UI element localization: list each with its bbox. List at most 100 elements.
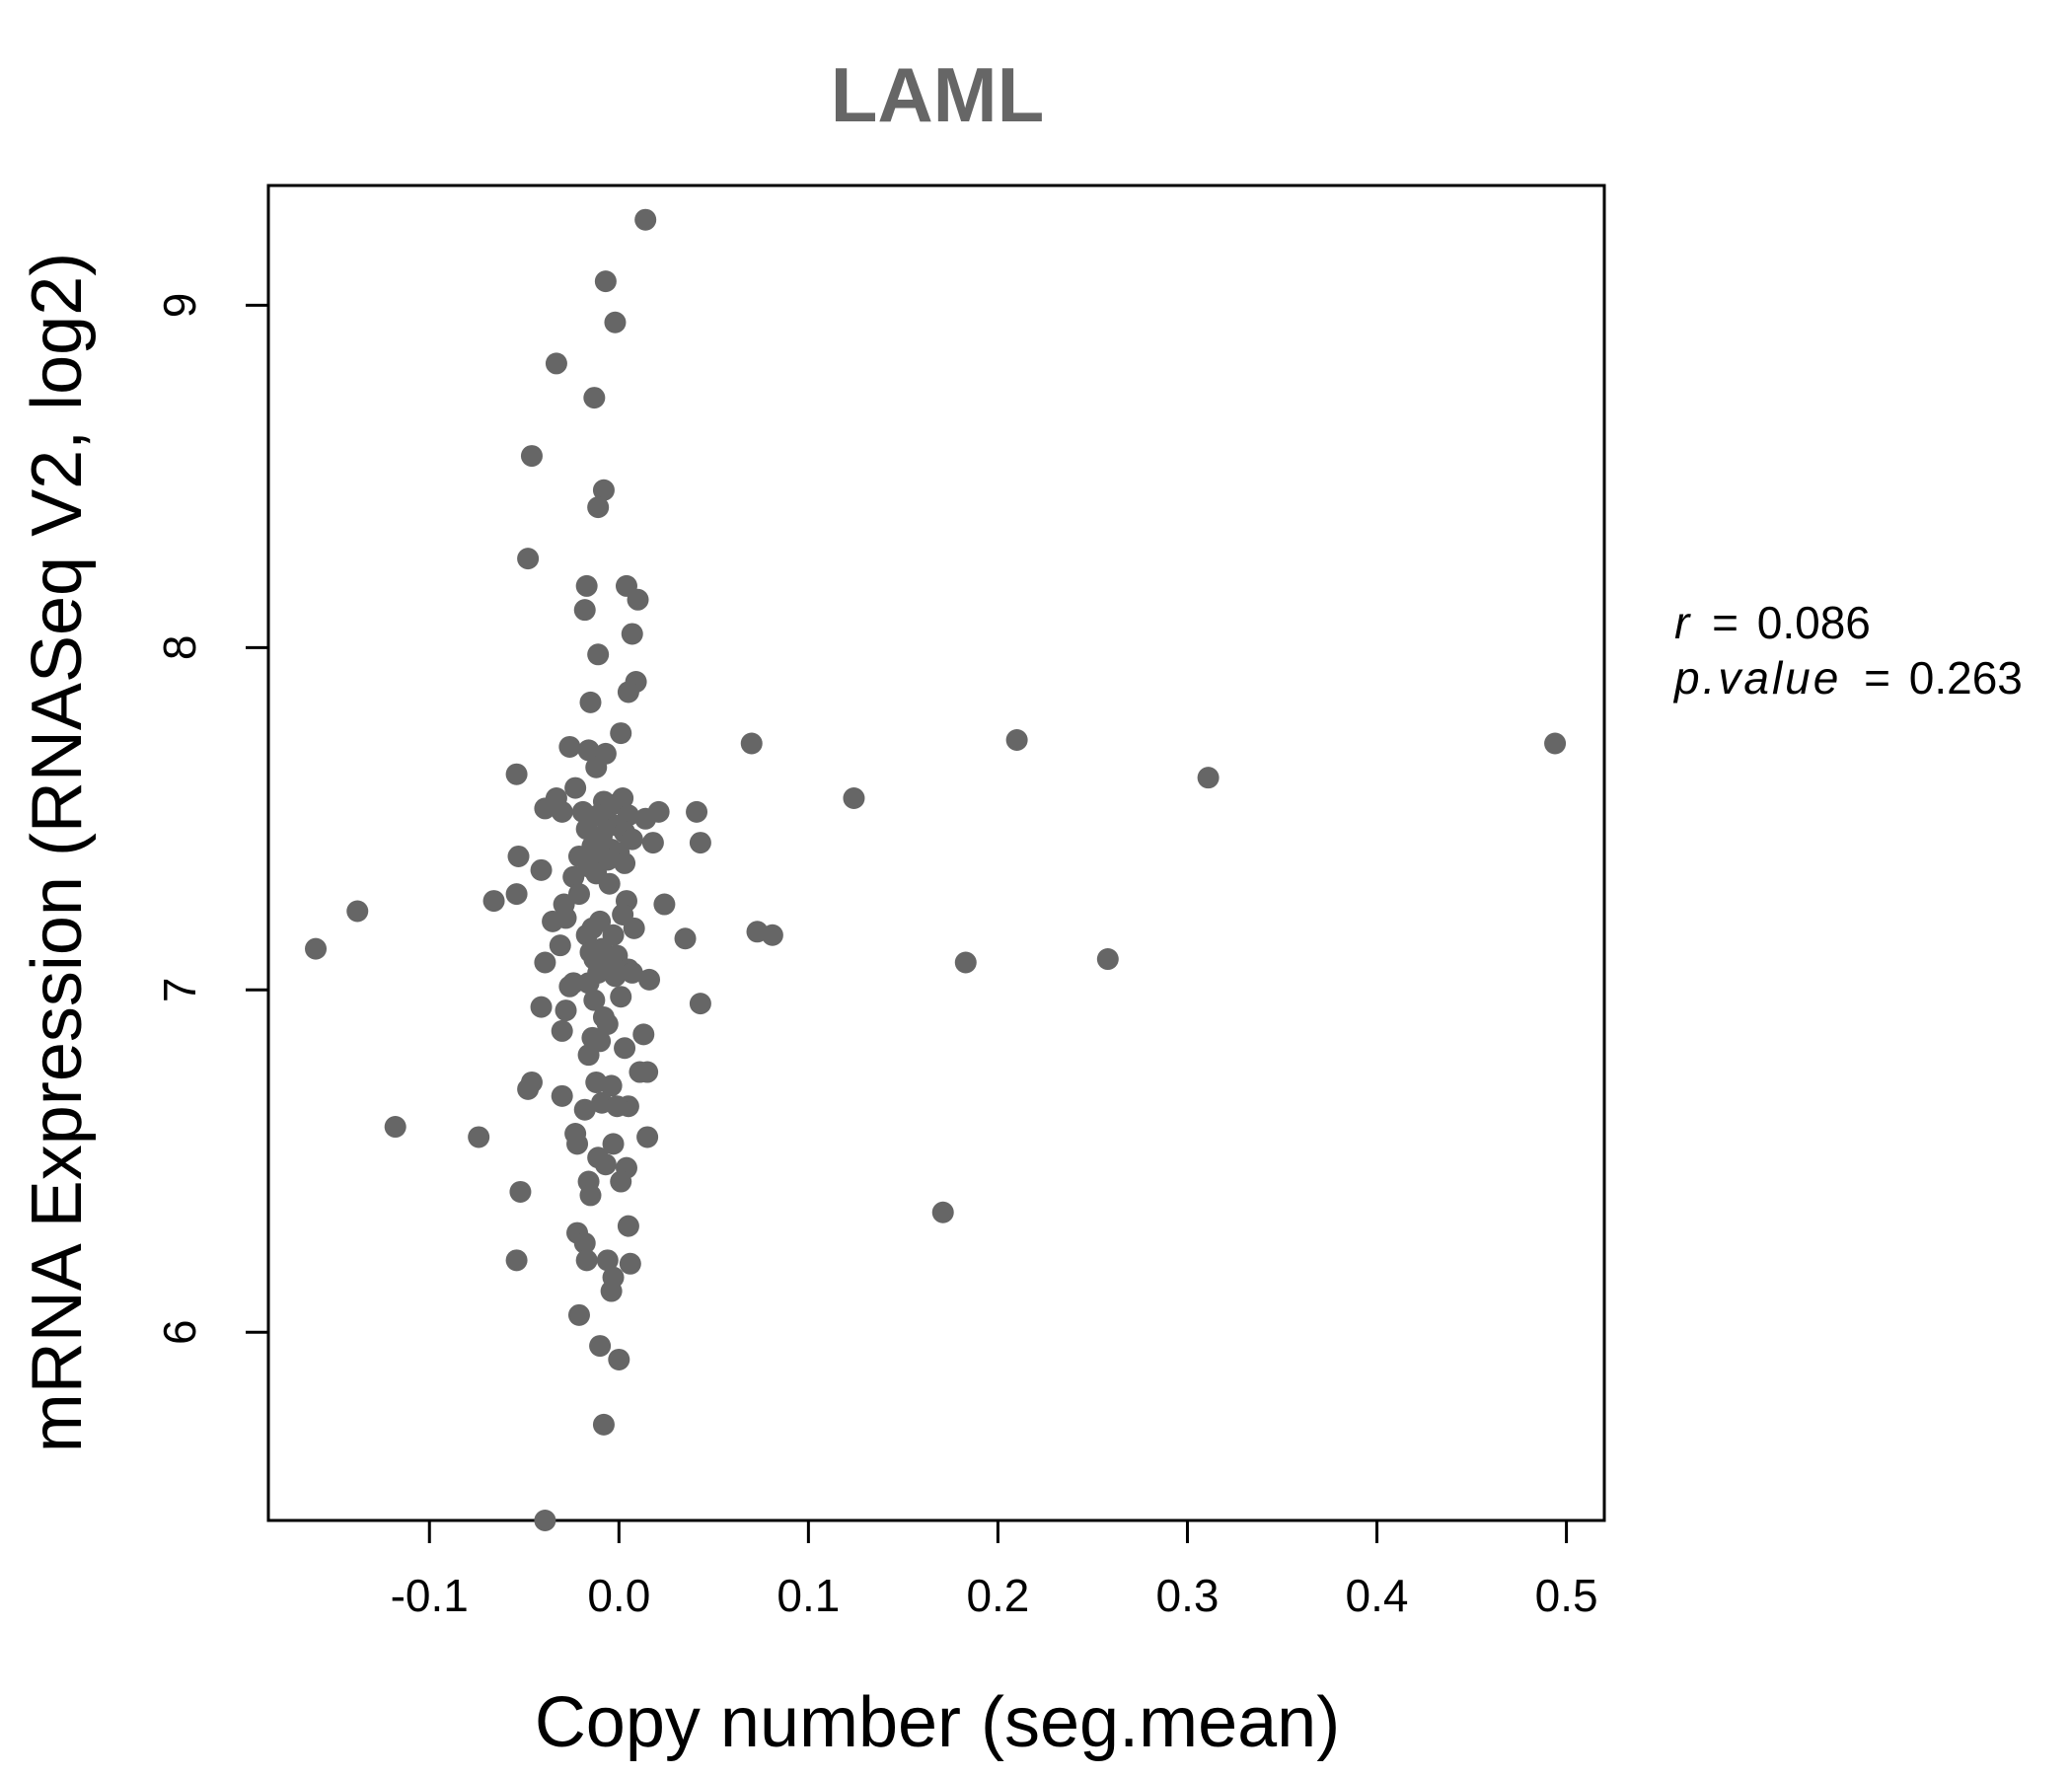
- data-point: [606, 1095, 629, 1118]
- data-point: [305, 937, 328, 960]
- x-tick-label: 0.3: [1155, 1570, 1219, 1621]
- correlation-annotation: r = 0.086: [1674, 597, 1871, 648]
- data-point: [517, 548, 540, 570]
- data-point: [621, 623, 643, 645]
- data-point: [575, 1249, 598, 1272]
- data-point: [573, 1098, 596, 1121]
- x-tick-label: -0.1: [391, 1570, 469, 1621]
- data-point: [545, 352, 567, 375]
- data-point: [549, 934, 571, 957]
- data-point: [575, 574, 598, 597]
- data-point: [346, 900, 369, 923]
- data-point: [579, 1184, 602, 1207]
- data-point: [954, 951, 977, 974]
- data-point: [567, 1303, 590, 1326]
- y-axis: 6 7 8 9: [154, 293, 268, 1345]
- data-point: [555, 999, 577, 1022]
- data-point: [596, 1249, 619, 1272]
- data-point: [638, 968, 661, 991]
- data-point: [598, 872, 621, 895]
- r-label: r: [1674, 597, 1691, 648]
- data-point: [562, 865, 585, 888]
- data-point: [530, 996, 553, 1018]
- data-point: [596, 1012, 619, 1035]
- data-point: [602, 1133, 625, 1155]
- data-point: [577, 739, 600, 762]
- data-point: [505, 763, 528, 785]
- data-point: [623, 917, 645, 939]
- y-tick-label: 9: [154, 293, 205, 319]
- data-point: [761, 924, 783, 946]
- y-tick-label: 6: [154, 1319, 205, 1345]
- data-point: [1544, 732, 1567, 755]
- data-point: [592, 479, 615, 501]
- data-point: [632, 1023, 655, 1046]
- data-point: [621, 828, 643, 851]
- x-tick-label: 0.4: [1346, 1570, 1409, 1621]
- data-point: [614, 1037, 636, 1060]
- data-point: [587, 643, 610, 666]
- data-point: [604, 965, 627, 988]
- data-point: [534, 1510, 556, 1531]
- data-point: [610, 722, 632, 745]
- data-point: [577, 1044, 600, 1067]
- data-point: [573, 1231, 596, 1254]
- data-point: [558, 735, 581, 758]
- data-point: [1096, 948, 1119, 971]
- x-tick-label: 0.5: [1535, 1570, 1598, 1621]
- data-point: [585, 756, 608, 778]
- x-tick-label: 0.1: [777, 1570, 840, 1621]
- data-point: [653, 893, 676, 916]
- data-point: [627, 588, 649, 611]
- data-point: [589, 1335, 612, 1358]
- data-point: [610, 1170, 632, 1193]
- p-value: 0.263: [1909, 652, 2023, 703]
- data-point: [505, 1249, 528, 1272]
- data-point: [674, 927, 697, 950]
- chart-title: LAML: [831, 51, 1045, 138]
- data-point: [604, 311, 627, 333]
- data-point: [594, 1153, 617, 1176]
- data-point: [575, 924, 598, 946]
- y-tick-label: 8: [154, 635, 205, 661]
- data-point: [689, 993, 711, 1015]
- data-point: [931, 1201, 954, 1223]
- data-point: [583, 387, 606, 409]
- data-point: [534, 951, 556, 974]
- data-point: [520, 445, 543, 468]
- data-point: [1197, 767, 1220, 789]
- data-point: [564, 777, 587, 799]
- data-point: [619, 1252, 641, 1275]
- x-tick-label: 0.2: [966, 1570, 1029, 1621]
- pvalue-annotation: p.value = 0.263: [1672, 652, 2023, 703]
- data-point: [641, 832, 664, 854]
- data-point: [505, 883, 528, 906]
- data-point: [509, 1180, 532, 1203]
- data-point: [507, 845, 530, 867]
- data-point: [566, 1133, 589, 1155]
- data-point: [530, 858, 553, 881]
- x-tick-label: 0.0: [587, 1570, 650, 1621]
- data-point: [621, 961, 643, 984]
- data-point: [617, 681, 639, 703]
- y-axis-label: mRNA Expression (RNASeq V2, log2): [18, 253, 97, 1452]
- data-point: [468, 1126, 490, 1148]
- data-point: [610, 986, 632, 1008]
- x-axis-label: Copy number (seg.mean): [535, 1683, 1340, 1762]
- data-point: [600, 1074, 623, 1097]
- data-point: [600, 1280, 623, 1302]
- data-point: [740, 732, 763, 755]
- data-point: [634, 807, 657, 830]
- data-point: [614, 851, 636, 874]
- data-point: [551, 1084, 573, 1107]
- data-point: [579, 691, 602, 713]
- data-point: [551, 800, 573, 823]
- y-tick-label: 7: [154, 977, 205, 1002]
- data-point: [577, 972, 600, 995]
- data-point: [636, 1126, 659, 1148]
- data-point: [608, 1348, 630, 1370]
- data-points: [305, 208, 1567, 1531]
- data-point: [1005, 729, 1028, 752]
- data-point: [542, 910, 564, 932]
